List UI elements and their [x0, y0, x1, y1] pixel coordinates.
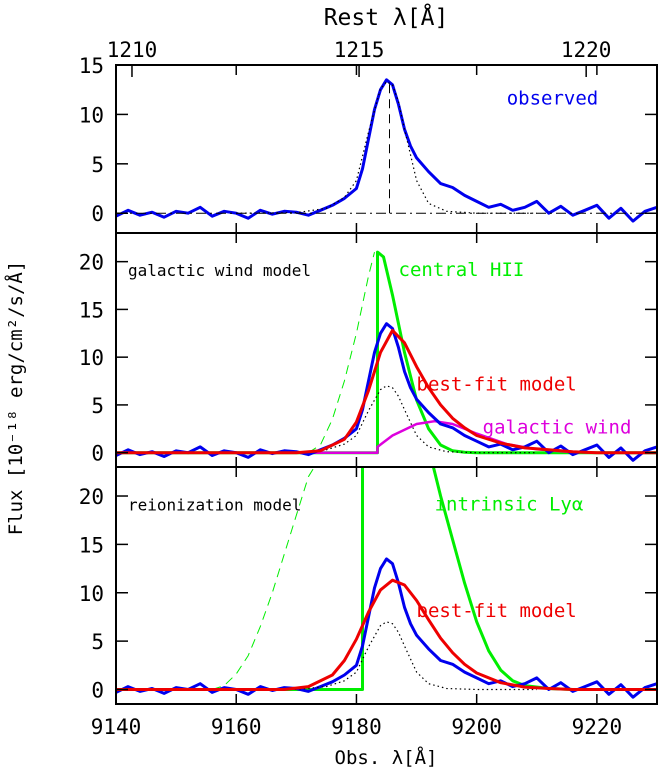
top-tick-label: 1215: [334, 38, 385, 62]
top-tick-label: 1210: [107, 38, 158, 62]
y-tick-label: 5: [91, 394, 104, 418]
series-group: [116, 250, 657, 462]
top-tick-label: 1220: [561, 38, 612, 62]
series-line: [236, 621, 537, 691]
y-tick-label: 15: [79, 298, 104, 322]
y-tick-label: 5: [91, 153, 104, 177]
y-tick-label: 10: [79, 582, 104, 606]
series-line: [236, 81, 537, 214]
y-tick-label: 10: [79, 346, 104, 370]
axes: 1210 1215 1220 9140 9160 9180 9200 9220: [91, 38, 622, 739]
annotation: best-fit model: [417, 600, 577, 622]
x-tick-label: 9200: [451, 715, 502, 739]
series-line-observed: [116, 78, 657, 223]
y-tick-label: 15: [79, 54, 104, 78]
series-group: [116, 78, 657, 223]
x-tick-label: 9160: [211, 715, 262, 739]
annotation: observed: [507, 88, 599, 110]
y-tick-label: 0: [91, 442, 104, 466]
x-tick-label: 9180: [331, 715, 382, 739]
annotation: central HII: [399, 259, 525, 281]
panel-frame: [115, 466, 658, 705]
x-tick-label: 9220: [572, 715, 623, 739]
annotation: galactic wind: [483, 417, 632, 439]
series-line-intrinsic-Lyα: [212, 467, 315, 690]
y-tick-label: 0: [91, 678, 104, 702]
y-tick-label: 20: [79, 251, 104, 275]
top-axis-label: Rest λ[Å]: [324, 3, 449, 31]
annotation: intrinsic Lyα: [435, 494, 584, 516]
series-line-best-fit-model: [116, 578, 657, 691]
series-line-central-HII: [308, 251, 375, 454]
series-line-observed: [116, 557, 657, 699]
panel-reionization: 0 5 10 15 20 reionization model intrinsic Lyα b…: [79, 466, 658, 705]
x-axis-label: Obs. λ[Å]: [335, 746, 438, 769]
series-line-best-fit-model: [116, 328, 657, 455]
y-axis-label: Flux [10⁻¹⁸ erg/cm²/s/Å]: [4, 261, 27, 536]
panel-galactic-wind: 0 5 10 15 20 galactic wind model central HII be…: [79, 232, 658, 468]
annotation: best-fit model: [417, 374, 577, 396]
series-line: [236, 385, 537, 454]
y-tick-label: 20: [79, 485, 104, 509]
y-tick-label: 0: [91, 202, 104, 226]
panel-observed: 0 5 10 15 observed: [79, 54, 658, 234]
x-tick-label: 9140: [91, 715, 142, 739]
annotation: reionization model: [128, 496, 301, 515]
y-tick-label: 5: [91, 630, 104, 654]
series-group: [116, 467, 657, 699]
y-tick-label: 15: [79, 533, 104, 557]
y-tick-label: 10: [79, 103, 104, 127]
annotation: galactic wind model: [128, 261, 311, 280]
panels: 0 5 10 15 observed 0 5 10 15 20 galactic wind mode…: [79, 54, 658, 705]
